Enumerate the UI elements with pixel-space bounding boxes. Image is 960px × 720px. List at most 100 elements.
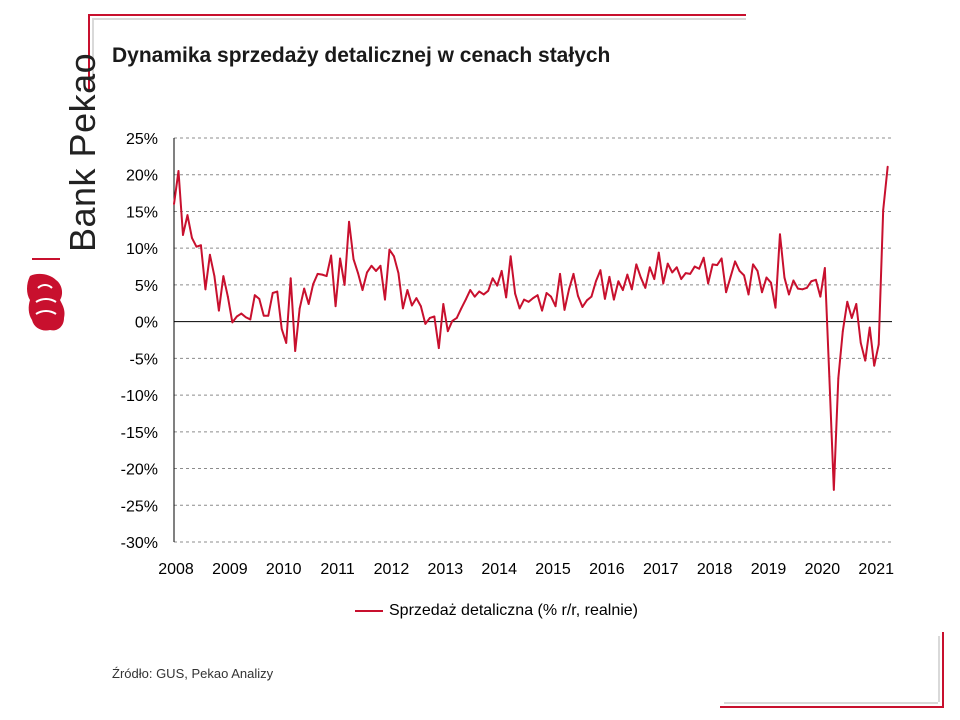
x-tick-label: 2011 bbox=[320, 561, 355, 578]
data-point bbox=[743, 274, 745, 277]
data-point bbox=[783, 276, 786, 279]
data-point bbox=[177, 170, 180, 172]
data-point bbox=[792, 279, 795, 282]
data-point bbox=[487, 289, 490, 292]
data-point bbox=[581, 306, 584, 308]
data-point bbox=[321, 273, 324, 276]
data-point bbox=[339, 257, 341, 260]
data-point bbox=[797, 287, 799, 290]
data-point bbox=[725, 291, 727, 294]
data-point bbox=[877, 343, 880, 346]
data-point bbox=[734, 260, 736, 263]
y-tick-label: -15% bbox=[121, 425, 158, 442]
y-tick-label: -5% bbox=[130, 351, 158, 368]
data-point bbox=[823, 267, 826, 269]
data-point bbox=[204, 288, 207, 291]
data-point bbox=[379, 264, 382, 267]
data-point bbox=[235, 315, 238, 318]
data-point bbox=[415, 297, 418, 300]
data-point bbox=[195, 245, 198, 248]
data-point bbox=[402, 307, 404, 310]
y-tick-label: -10% bbox=[121, 388, 158, 405]
data-point bbox=[478, 290, 481, 293]
data-point bbox=[446, 330, 449, 333]
data-point bbox=[765, 276, 768, 279]
source-note: Źródło: GUS, Pekao Analizy bbox=[112, 666, 274, 681]
x-tick-label: 2009 bbox=[212, 561, 248, 578]
data-point bbox=[850, 317, 853, 319]
data-point bbox=[671, 271, 674, 274]
data-point bbox=[200, 244, 202, 247]
data-point bbox=[720, 257, 723, 260]
frame-bottom-right-horizontal bbox=[720, 706, 944, 708]
data-point bbox=[635, 263, 638, 266]
data-point bbox=[496, 284, 499, 287]
data-point bbox=[577, 295, 579, 297]
data-point bbox=[595, 280, 597, 283]
data-point bbox=[482, 293, 485, 296]
y-tick-label: 5% bbox=[135, 278, 158, 295]
data-point bbox=[361, 289, 364, 291]
data-point bbox=[617, 280, 620, 283]
data-point bbox=[586, 299, 588, 302]
x-tick-label: 2008 bbox=[158, 561, 194, 578]
data-point bbox=[559, 272, 561, 275]
data-point bbox=[307, 303, 310, 305]
data-point bbox=[779, 233, 781, 236]
data-point bbox=[604, 297, 606, 300]
data-point bbox=[213, 275, 216, 277]
data-point bbox=[639, 276, 642, 279]
data-point bbox=[271, 292, 274, 294]
data-point bbox=[464, 298, 467, 301]
data-point bbox=[657, 251, 660, 254]
data-point bbox=[442, 303, 445, 305]
data-point bbox=[568, 288, 570, 291]
data-point bbox=[226, 295, 229, 298]
data-point bbox=[244, 316, 247, 319]
data-point bbox=[541, 309, 543, 312]
y-tick-label: 25% bbox=[126, 131, 158, 148]
data-point bbox=[428, 317, 431, 319]
data-point bbox=[590, 295, 593, 298]
data-point bbox=[424, 322, 427, 325]
data-point bbox=[563, 308, 566, 311]
data-point bbox=[806, 286, 808, 289]
legend-label: Sprzedaż detaliczna (% r/r, realnie) bbox=[389, 602, 638, 619]
x-tick-label: 2013 bbox=[428, 561, 464, 578]
data-point bbox=[747, 293, 750, 296]
frame-top-line bbox=[88, 14, 746, 16]
data-point bbox=[716, 264, 719, 266]
data-point bbox=[864, 359, 867, 362]
data-point bbox=[433, 315, 436, 318]
bank-logo: Bank Pekao bbox=[10, 20, 103, 331]
data-point bbox=[841, 330, 844, 333]
data-point bbox=[630, 288, 633, 291]
data-point bbox=[253, 294, 256, 297]
data-point bbox=[855, 303, 858, 305]
data-point bbox=[325, 275, 328, 277]
line-chart: 25%20%15%10%5%0%-5%-10%-15%-20%-25%-30%2… bbox=[121, 131, 894, 578]
y-tick-label: 15% bbox=[126, 204, 158, 221]
x-tick-label: 2019 bbox=[751, 561, 787, 578]
y-tick-label: 20% bbox=[126, 168, 158, 185]
x-tick-label: 2016 bbox=[589, 561, 625, 578]
data-point bbox=[621, 289, 624, 291]
data-point bbox=[707, 282, 710, 285]
data-point bbox=[693, 265, 696, 268]
data-point bbox=[756, 270, 759, 272]
data-point bbox=[406, 289, 409, 291]
data-point bbox=[554, 305, 557, 308]
data-point bbox=[536, 294, 539, 297]
data-point bbox=[868, 326, 871, 329]
frame-bottom-right-shadow-horizontal bbox=[724, 702, 938, 704]
x-tick-label: 2021 bbox=[858, 561, 894, 578]
data-point bbox=[666, 262, 669, 265]
data-point bbox=[186, 214, 189, 217]
data-point bbox=[774, 306, 777, 309]
data-point bbox=[397, 272, 400, 275]
data-point bbox=[523, 298, 526, 301]
data-point bbox=[832, 488, 835, 491]
data-point bbox=[469, 289, 472, 291]
data-point bbox=[729, 275, 732, 278]
y-tick-label: -25% bbox=[121, 498, 158, 515]
